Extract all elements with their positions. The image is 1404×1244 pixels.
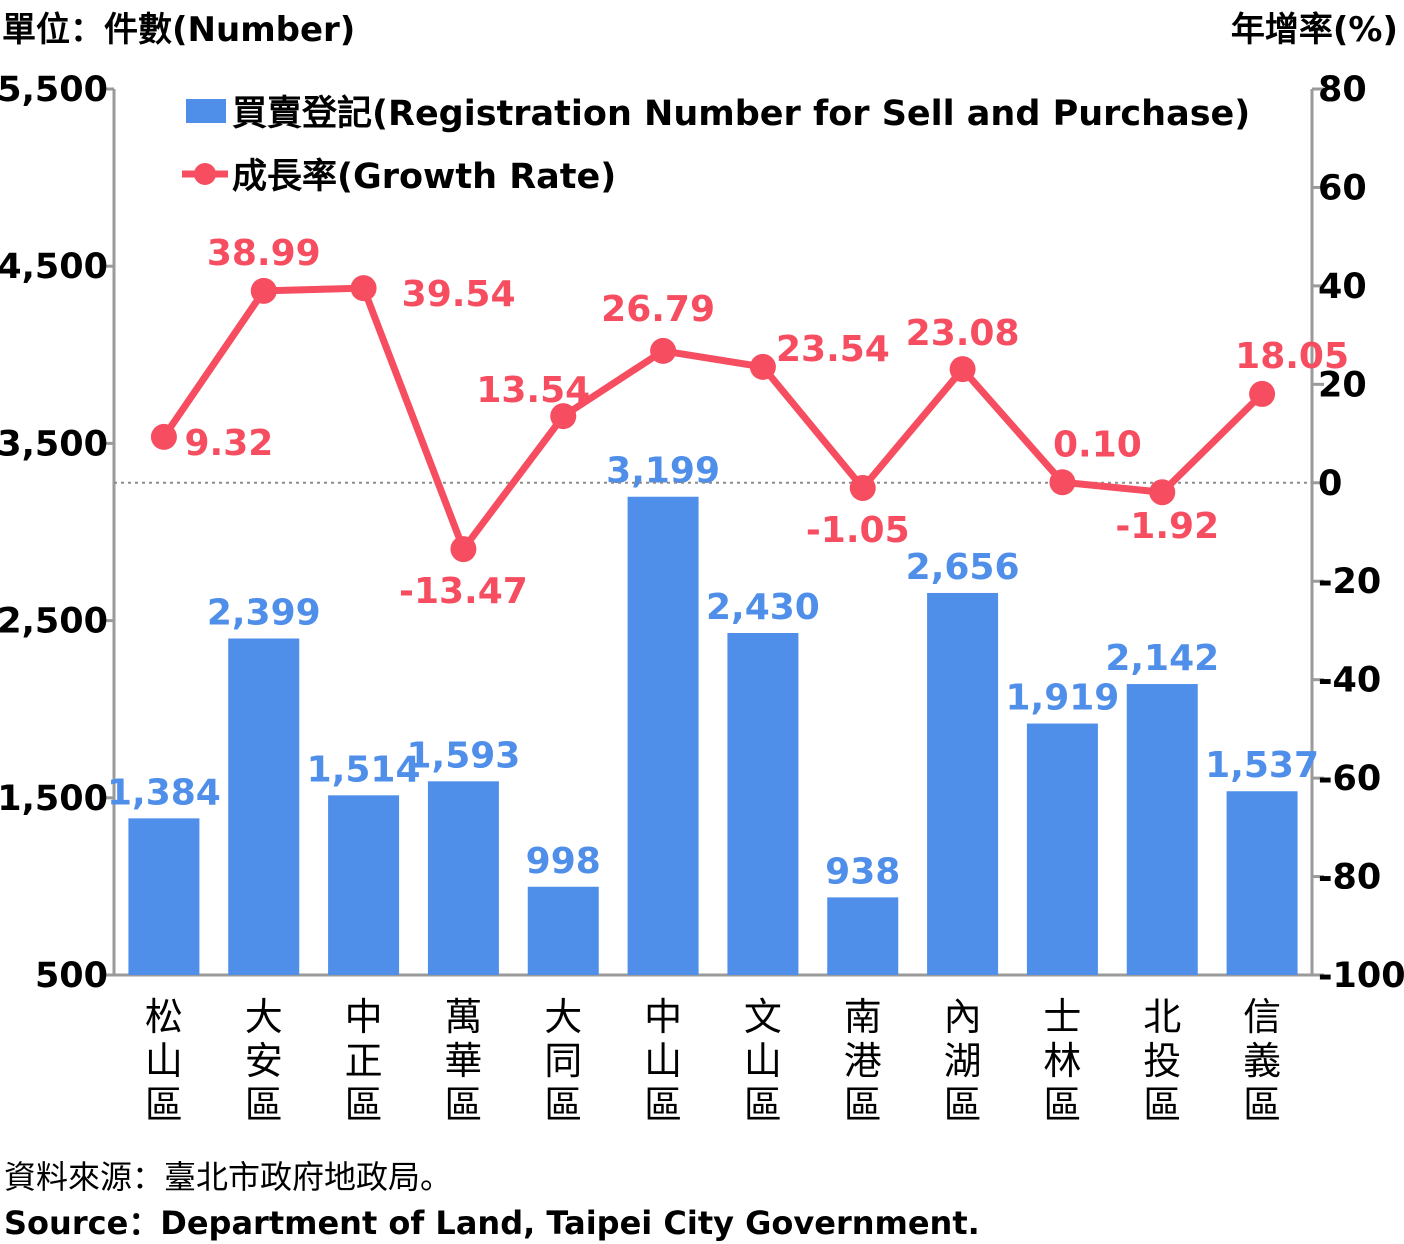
growth-rate-point bbox=[650, 337, 677, 364]
growth-rate-line bbox=[161, 284, 1265, 553]
bar bbox=[627, 496, 699, 975]
category-label: 文山區 bbox=[744, 995, 782, 1127]
left-tick-label: 500 bbox=[35, 956, 108, 996]
source-en: Source：Department of Land, Taipei City G… bbox=[4, 1204, 980, 1242]
bar-value-label: 2,399 bbox=[207, 592, 321, 633]
bar-value-label: 2,656 bbox=[906, 547, 1020, 588]
right-tick-label: 80 bbox=[1318, 70, 1367, 110]
growth-rate-label: 0.10 bbox=[1053, 424, 1142, 465]
bar-value-label: 1,514 bbox=[307, 749, 421, 790]
bar bbox=[1226, 791, 1298, 975]
growth-rate-point bbox=[550, 403, 577, 430]
bar bbox=[1026, 723, 1098, 975]
right-axis-unit: 年增率(%) bbox=[1230, 10, 1398, 50]
bar bbox=[228, 638, 300, 975]
left-tick-label: 5,500 bbox=[0, 70, 108, 110]
growth-rate-point bbox=[350, 275, 377, 302]
growth-rate-point bbox=[949, 356, 976, 383]
category-label: 南港區 bbox=[844, 995, 882, 1127]
category-label: 北投區 bbox=[1143, 995, 1181, 1127]
growth-rate-point bbox=[749, 353, 776, 380]
right-tick-label: -100 bbox=[1318, 956, 1404, 996]
bar-value-label: 998 bbox=[526, 841, 601, 882]
category-label: 中山區 bbox=[644, 995, 682, 1127]
left-tick-label: 1,500 bbox=[0, 779, 108, 819]
combo-chart: 500 1,500 2,500 3,500 4,500 5,500 -100 -80 -60 -4… bbox=[0, 70, 1404, 1127]
right-tick-label: -40 bbox=[1318, 661, 1381, 701]
growth-rate-label: 23.54 bbox=[776, 329, 890, 370]
right-tick-label: 60 bbox=[1318, 168, 1367, 208]
bar bbox=[527, 886, 599, 975]
bar-value-label: 1,384 bbox=[107, 772, 221, 813]
bar-value-label: 3,199 bbox=[606, 451, 720, 492]
category-label: 內湖區 bbox=[944, 995, 982, 1127]
bar-value-label: 1,537 bbox=[1205, 745, 1319, 786]
category-label: 松山區 bbox=[145, 995, 183, 1127]
growth-rate-label: -1.92 bbox=[1115, 506, 1219, 547]
category-label: 大同區 bbox=[544, 995, 582, 1127]
category-label: 士林區 bbox=[1043, 995, 1081, 1127]
bar-value-label: 1,919 bbox=[1005, 678, 1119, 719]
right-tick-label: 20 bbox=[1318, 365, 1367, 405]
growth-rate-label: 9.32 bbox=[185, 423, 274, 464]
bar bbox=[128, 818, 200, 975]
category-label: 中正區 bbox=[345, 995, 383, 1127]
growth-rate-point bbox=[1249, 380, 1276, 407]
growth-rate-label: 38.99 bbox=[207, 233, 321, 274]
bar-value-label: 2,142 bbox=[1105, 638, 1219, 679]
right-tick-label: 0 bbox=[1318, 464, 1342, 504]
bar bbox=[927, 592, 999, 975]
growth-rate-label: 18.05 bbox=[1235, 336, 1349, 377]
bar-value-label: 938 bbox=[825, 851, 900, 892]
left-tick-label: 3,500 bbox=[0, 424, 108, 464]
growth-rate-point bbox=[849, 474, 876, 501]
growth-rate-point bbox=[1149, 479, 1176, 506]
category-label: 信義區 bbox=[1243, 995, 1281, 1127]
legend-line-marker bbox=[194, 163, 216, 185]
growth-rate-label: 39.54 bbox=[402, 274, 516, 315]
right-tick-label: -60 bbox=[1318, 759, 1381, 799]
growth-rate-label: -13.47 bbox=[399, 571, 528, 612]
left-axis-unit: 單位：件數(Number) bbox=[2, 10, 356, 50]
legend-bar-label: 買賣登記(Registration Number for Sell and Pu… bbox=[232, 94, 1250, 134]
growth-rate-point bbox=[150, 423, 177, 450]
bar bbox=[328, 795, 400, 975]
growth-rate-label: -1.05 bbox=[806, 510, 910, 551]
growth-rate-label: 13.54 bbox=[476, 370, 590, 411]
bar bbox=[827, 897, 899, 975]
left-tick-label: 4,500 bbox=[0, 247, 108, 287]
growth-rate-label: 26.79 bbox=[601, 289, 715, 330]
bar-value-label: 2,430 bbox=[706, 587, 820, 628]
right-tick-label: 40 bbox=[1318, 267, 1367, 307]
source-zh: 資料來源：臺北市政府地政局。 bbox=[4, 1158, 453, 1196]
category-label: 大安區 bbox=[245, 995, 283, 1127]
legend-line-label: 成長率(Growth Rate) bbox=[232, 157, 616, 197]
growth-rate-label: 23.08 bbox=[906, 313, 1020, 354]
bar bbox=[1126, 684, 1198, 975]
category-label: 萬華區 bbox=[444, 995, 482, 1127]
growth-rate-point bbox=[450, 536, 477, 563]
right-tick-label: -20 bbox=[1318, 562, 1381, 602]
growth-rate-point bbox=[1049, 469, 1076, 496]
left-tick-label: 2,500 bbox=[0, 602, 108, 642]
bar bbox=[427, 781, 499, 975]
bar-value-label: 1,593 bbox=[406, 735, 520, 776]
bar bbox=[727, 633, 799, 975]
right-tick-label: -80 bbox=[1318, 858, 1381, 898]
growth-rate-point bbox=[250, 277, 277, 304]
legend-bar-swatch bbox=[186, 99, 226, 123]
